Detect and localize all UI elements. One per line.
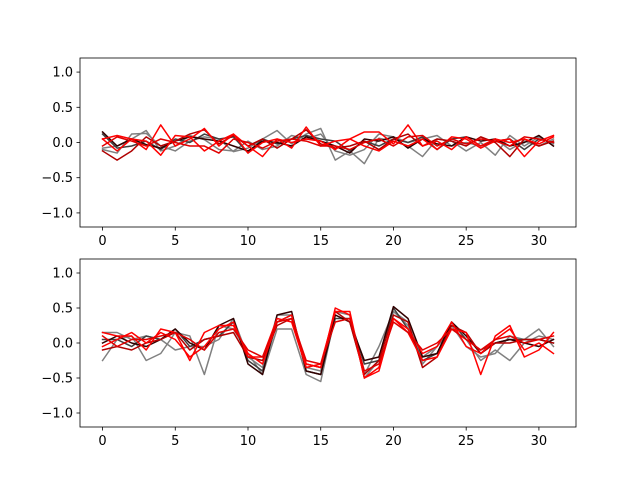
x-tick-label: 30 xyxy=(531,434,548,449)
x-tick-label: 15 xyxy=(312,434,329,449)
y-tick-label: −1.0 xyxy=(41,407,73,422)
y-tick-label: 1.0 xyxy=(52,267,73,282)
top-plot: 0 5 10 15 20 25 30 −1.0 −0.5 0.0 0.5 1.0 xyxy=(41,57,577,249)
y-tick-label: −0.5 xyxy=(41,372,73,387)
y-tick-label: 0.5 xyxy=(52,101,73,116)
series-line-7 xyxy=(101,310,555,379)
x-tick-label: 20 xyxy=(385,434,402,449)
x-tick-label: 0 xyxy=(98,234,106,249)
x-tick-label: 10 xyxy=(240,234,257,249)
x-tick-label: 25 xyxy=(458,234,475,249)
series-line-6 xyxy=(101,124,555,154)
y-tick-label: 1.0 xyxy=(52,66,73,81)
x-tick-label: 15 xyxy=(312,234,329,249)
series-line-8 xyxy=(101,134,555,154)
x-tick-label: 10 xyxy=(240,434,257,449)
x-tick-label: 5 xyxy=(171,234,179,249)
bottom-plot: 0 5 10 15 20 25 30 −1.0 −0.5 0.0 0.5 1.0 xyxy=(41,258,577,449)
y-tick-label: −0.5 xyxy=(41,171,73,186)
y-tick-label: 0.0 xyxy=(52,337,73,352)
x-tick-label: 0 xyxy=(98,434,106,449)
x-tick-label: 25 xyxy=(458,434,475,449)
y-tick-label: 0.0 xyxy=(52,136,73,151)
series-line-8 xyxy=(101,317,555,372)
x-tick-label: 30 xyxy=(531,234,548,249)
y-tick-label: −1.0 xyxy=(41,206,73,221)
x-tick-label: 5 xyxy=(171,434,179,449)
x-tick-label: 20 xyxy=(385,234,402,249)
y-tick-label: 0.5 xyxy=(52,302,73,317)
